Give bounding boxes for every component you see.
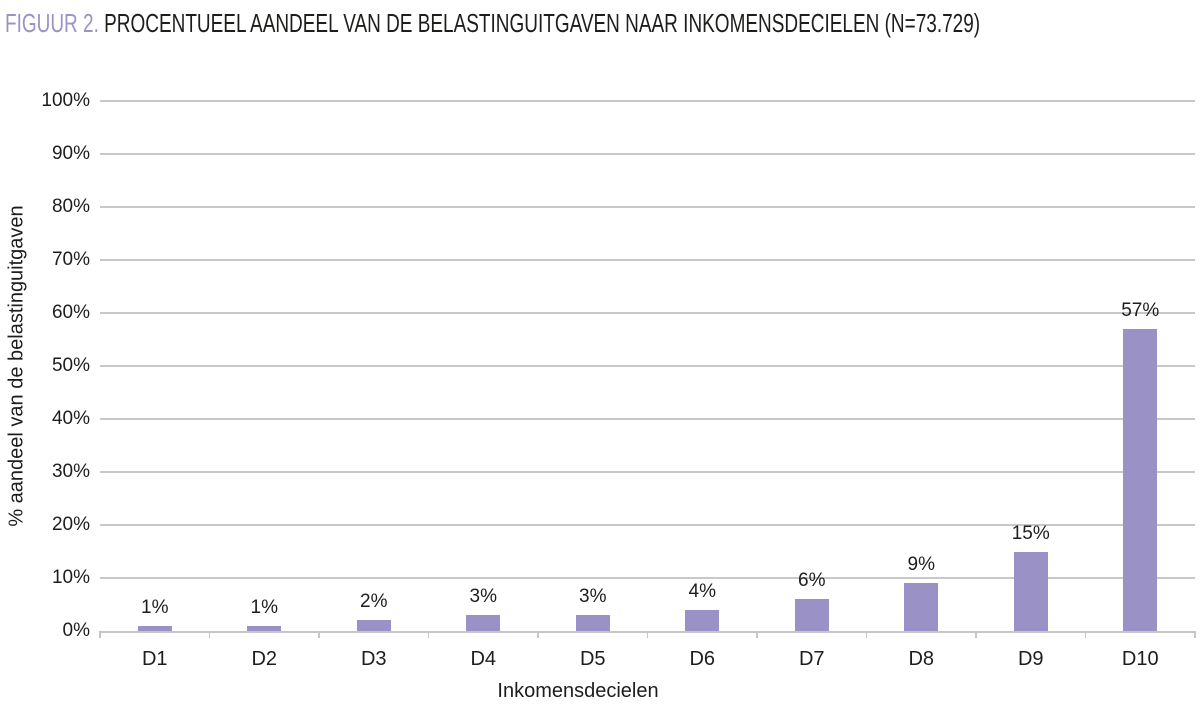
plot-area: 1% D1 1% D2 2% D3 3% D4 3% D5 4% D6 6% D7 9% D8 15% D9 57%… bbox=[99, 100, 1196, 670]
y-tick-label: 70% bbox=[51, 249, 90, 270]
y-axis-tick-labels: 0% 10% 20% 30% 40% 50% 60% 70% 80% 90% 100% bbox=[0, 90, 90, 641]
bar bbox=[356, 620, 391, 631]
bar bbox=[685, 609, 720, 631]
gridline bbox=[100, 153, 1195, 155]
bar bbox=[466, 615, 501, 631]
bar bbox=[137, 625, 172, 631]
x-axis-tick bbox=[427, 631, 430, 638]
bar-value-label: 1% bbox=[250, 596, 278, 618]
y-tick-label: 10% bbox=[51, 567, 90, 588]
bar bbox=[247, 625, 282, 631]
x-category-label: D10 bbox=[1121, 648, 1159, 670]
bar bbox=[794, 599, 829, 631]
figure-number-label: FIGUUR 2. bbox=[5, 8, 99, 38]
y-tick-label: 40% bbox=[51, 408, 90, 429]
gridline bbox=[100, 418, 1195, 420]
y-tick-label: 30% bbox=[51, 461, 90, 482]
chart-title-text: PROCENTUEEL AANDEEL VAN DE BELASTINGUITG… bbox=[98, 8, 981, 38]
bar-value-label: 9% bbox=[907, 554, 935, 576]
x-category-label: D3 bbox=[360, 648, 387, 670]
y-tick-label: 100% bbox=[41, 90, 90, 111]
x-category-label: D9 bbox=[1017, 648, 1044, 670]
bar-value-label: 3% bbox=[469, 586, 497, 608]
x-category-label: D8 bbox=[908, 648, 935, 670]
bar-value-label: 1% bbox=[141, 596, 169, 618]
gridline bbox=[100, 471, 1195, 473]
gridline bbox=[100, 100, 1195, 102]
gridline bbox=[100, 524, 1195, 526]
gridline bbox=[100, 206, 1195, 208]
x-axis-tick bbox=[756, 631, 758, 638]
y-tick-label: 80% bbox=[51, 196, 90, 217]
gridline bbox=[100, 312, 1195, 314]
bar bbox=[1123, 328, 1158, 631]
gridline bbox=[100, 259, 1195, 261]
bar-value-label: 3% bbox=[579, 586, 607, 608]
x-category-label: D2 bbox=[251, 648, 278, 670]
y-tick-label: 90% bbox=[51, 143, 90, 164]
y-tick-label: 20% bbox=[51, 514, 90, 535]
bar-value-label: 57% bbox=[1121, 299, 1160, 321]
y-tick-label: 60% bbox=[51, 302, 90, 323]
x-axis-tick bbox=[208, 631, 211, 638]
bar bbox=[1013, 551, 1048, 631]
x-axis-tick bbox=[318, 631, 320, 638]
x-axis-tick bbox=[975, 631, 977, 638]
chart-title: FIGUUR 2. PROCENTUEEL AANDEEL VAN DE BEL… bbox=[5, 9, 980, 37]
x-category-label: D5 bbox=[579, 648, 606, 670]
bar-value-label: 6% bbox=[798, 570, 826, 592]
x-axis-tick bbox=[1194, 631, 1196, 638]
bar-value-label: 2% bbox=[360, 591, 388, 613]
bar-value-label: 15% bbox=[1011, 522, 1050, 544]
x-axis-tick bbox=[537, 631, 539, 638]
x-axis-tick bbox=[99, 631, 101, 638]
bar bbox=[904, 583, 939, 631]
y-tick-label: 0% bbox=[62, 620, 90, 641]
gridline bbox=[100, 577, 1195, 579]
x-axis-tick bbox=[865, 631, 868, 638]
x-axis-tick bbox=[646, 631, 649, 638]
gridline bbox=[100, 365, 1195, 367]
x-category-label: D7 bbox=[798, 648, 825, 670]
bar bbox=[575, 615, 610, 631]
x-category-label: D6 bbox=[689, 648, 716, 670]
x-axis-tick bbox=[1084, 631, 1087, 638]
y-tick-label: 50% bbox=[51, 355, 90, 376]
x-category-label: D1 bbox=[141, 648, 168, 670]
x-category-label: D4 bbox=[470, 648, 497, 670]
bar-value-label: 4% bbox=[688, 580, 716, 602]
x-axis-title: Inkomensdecielen bbox=[497, 680, 659, 702]
